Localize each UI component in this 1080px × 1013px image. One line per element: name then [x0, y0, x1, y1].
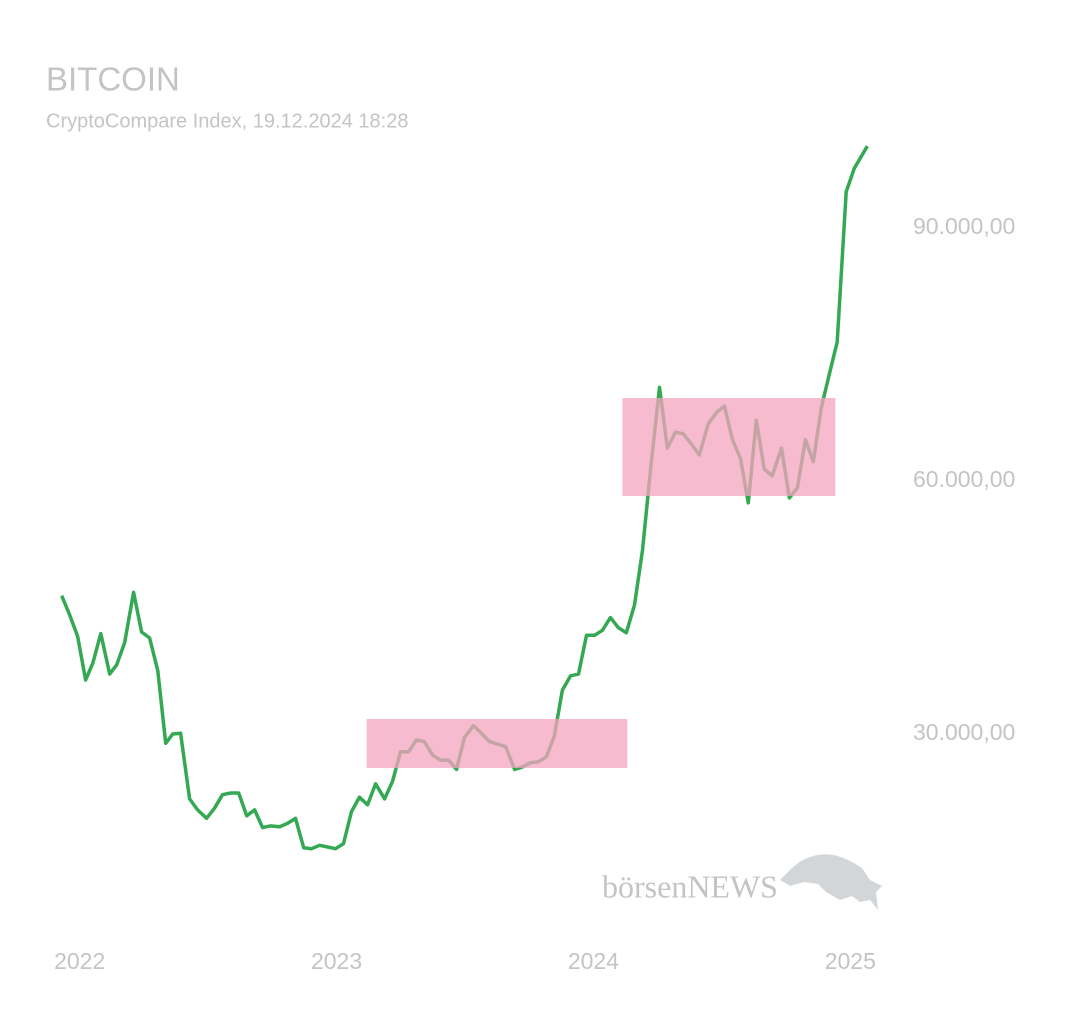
bull-icon: [780, 854, 882, 910]
x-tick-label: 2023: [311, 948, 362, 974]
watermark-text: börsenNEWS: [602, 868, 778, 904]
x-tick-label: 2025: [825, 948, 876, 974]
x-tick-label: 2024: [568, 948, 619, 974]
y-tick-label: 90.000,00: [913, 213, 1015, 239]
chart-title: BITCOIN: [46, 61, 180, 98]
y-tick-label: 60.000,00: [913, 466, 1015, 492]
y-tick-label: 30.000,00: [913, 719, 1015, 745]
highlight-box: [366, 718, 628, 769]
chart-subtitle: CryptoCompare Index, 19.12.2024 18:28: [46, 110, 408, 132]
watermark: börsenNEWS: [602, 854, 882, 910]
x-tick-label: 2022: [54, 948, 105, 974]
highlight-box: [622, 398, 836, 497]
